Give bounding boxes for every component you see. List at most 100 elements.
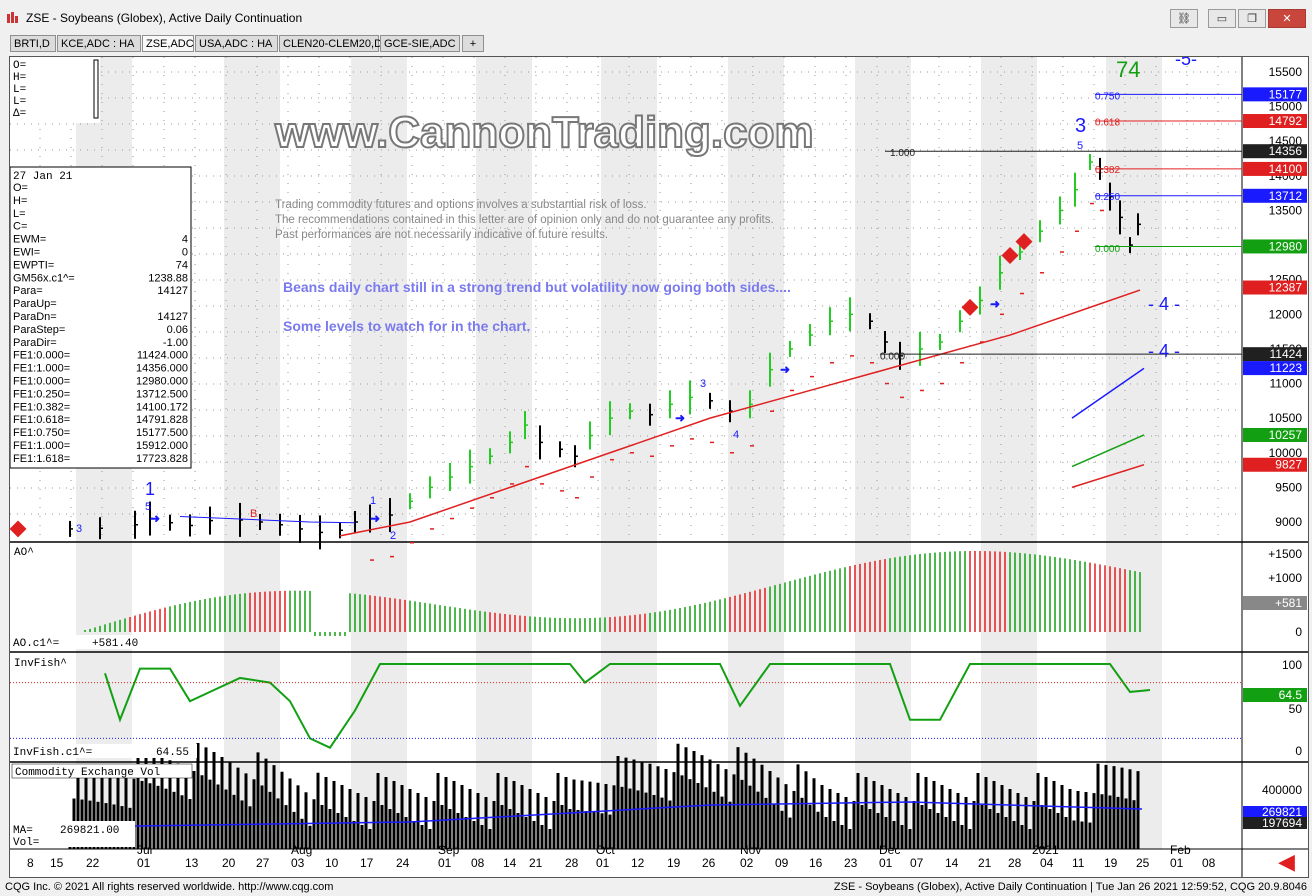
cursor-row-label: EWM= — [13, 234, 46, 246]
date-axis-label: 26 — [702, 856, 716, 870]
ohlc-low-2: L= — [13, 96, 26, 108]
date-axis-label: 11 — [1072, 856, 1085, 870]
wave-label: 1 — [370, 495, 376, 507]
disclaimer-line-1: Trading commodity futures and options in… — [275, 199, 647, 211]
price-badge — [1243, 144, 1307, 159]
window-title: ZSE - Soybeans (Globex), Active Daily Co… — [26, 11, 303, 25]
week-band — [476, 57, 532, 849]
price-badge — [1243, 457, 1307, 472]
close-button[interactable]: ✕ — [1268, 9, 1306, 28]
wave-label: 5 — [145, 501, 151, 513]
cursor-row-label: C= — [13, 221, 27, 233]
price-badge — [1243, 114, 1307, 129]
invfish-axis-label: 50 — [1289, 702, 1303, 716]
tab-gce[interactable]: GCE-SIE,ADC — [380, 35, 460, 52]
price-badge — [1243, 188, 1307, 203]
cursor-row-label: EWPTI= — [13, 259, 54, 271]
ao-axis-label: 0 — [1295, 625, 1302, 639]
price-axis-label: 10000 — [1269, 446, 1303, 460]
ao-badge — [1243, 596, 1307, 610]
window-titlebar: ZSE - Soybeans (Globex), Active Daily Co… — [0, 0, 1312, 34]
cursor-row-value: 14127 — [157, 285, 188, 297]
date-axis-label: 14 — [945, 856, 959, 870]
tab-clen[interactable]: CLEN20-CLEM20,D — [279, 35, 382, 52]
cursor-row-label: FE1:0.618= — [13, 414, 70, 426]
cursor-row-label: FE1:0.000= — [13, 376, 70, 388]
invfish-line — [104, 663, 1151, 749]
ohlc-box: O= H= L= L= Δ= — [10, 57, 100, 123]
price-axis-label: 15000 — [1269, 100, 1303, 114]
invfish-readout-label: InvFish.c1^= — [13, 747, 92, 759]
invfish-badge — [1243, 688, 1307, 702]
cursor-row-label: FE1:1.000= — [13, 363, 70, 375]
date-axis-label: 01 — [1170, 856, 1184, 870]
minimize-button[interactable]: ▭ — [1208, 9, 1236, 28]
link-icon[interactable]: ⛓ — [1170, 9, 1198, 28]
signal-diamond — [1001, 246, 1019, 264]
signal-arrow-icon: ➜ — [780, 363, 790, 377]
date-axis-label: 13 — [185, 856, 199, 870]
scroll-left-arrow-icon[interactable]: ◀ — [1278, 849, 1295, 874]
week-band — [351, 57, 407, 849]
date-axis-label: 09 — [775, 856, 789, 870]
wave-label: B — [250, 508, 257, 520]
signal-arrow-icon: ➜ — [370, 512, 380, 526]
price-badge — [1243, 87, 1307, 102]
wave-label: 5 — [1077, 140, 1083, 152]
price-badge-label: 15177 — [1269, 87, 1303, 101]
date-axis-label: 22 — [86, 856, 100, 870]
date-axis-label: 28 — [565, 856, 579, 870]
wave-label: - 4 - — [1148, 294, 1180, 314]
month-axis-label: Aug — [291, 843, 312, 857]
cursor-row-value: 11424.000 — [137, 350, 188, 362]
fib-label: 1.000 — [890, 148, 915, 159]
invfish-readout-value: 64.55 — [156, 747, 189, 759]
date-axis-label: 25 — [1136, 856, 1150, 870]
ao-axis-label: +1500 — [1268, 547, 1302, 561]
maximize-button[interactable]: ❐ — [1238, 9, 1266, 28]
ao-axis-label: +1000 — [1268, 571, 1302, 585]
month-axis-label: Nov — [740, 843, 761, 857]
volume-ma-label: MA= — [13, 825, 33, 837]
date-axis-label: 20 — [222, 856, 236, 870]
cursor-row-label: FE1:0.750= — [13, 427, 70, 439]
cursor-row-label: FE1:1.000= — [13, 440, 70, 452]
tab-brti[interactable]: BRTI,D — [10, 35, 56, 52]
wave-label: 2 — [390, 530, 396, 542]
invfish-title: InvFish^ — [14, 658, 67, 670]
commentary-line-2: Some levels to watch for in the chart. — [283, 318, 530, 334]
cursor-row-label: FE1:1.618= — [13, 453, 70, 465]
price-badge-label: 13712 — [1269, 189, 1303, 203]
cursor-row-value: 1238.88 — [148, 272, 188, 284]
cursor-row-value: 0.06 — [167, 324, 188, 336]
chart-window[interactable]: 0.750 0.618 1.000 0.382 0.250 0.000 0.000 ➜ ➜ ➜ ➜ ➜… — [9, 49, 1309, 878]
fib-label: 0.382 — [1095, 165, 1120, 176]
month-axis-label: Oct — [596, 843, 615, 857]
fib-label: 0.618 — [1095, 117, 1120, 128]
price-badge-label: 12387 — [1269, 281, 1303, 295]
invfish-axis-label: 0 — [1295, 744, 1302, 758]
date-axis-label: 15 — [50, 856, 64, 870]
chart-canvas[interactable]: 0.750 0.618 1.000 0.382 0.250 0.000 0.000 ➜ ➜ ➜ ➜ ➜… — [9, 49, 1308, 877]
week-band — [1106, 57, 1162, 849]
tab-kce[interactable]: KCE,ADC : HA — [57, 35, 141, 52]
cursor-row-label: O= — [13, 182, 28, 194]
date-axis-label: 21 — [529, 856, 543, 870]
tab-zse[interactable]: ZSE,ADC — [142, 35, 194, 52]
date-axis: 8 15 22 01 13 20 27 03 10 17 24 01 08 14 21 28 01 12 19 26 0… — [27, 843, 1216, 870]
price-axis-label: 15500 — [1269, 65, 1303, 79]
signal-arrow-icon: ➜ — [150, 512, 160, 526]
signal-diamond — [9, 520, 27, 538]
date-axis-label: 19 — [667, 856, 681, 870]
price-badge-label: 11223 — [1270, 361, 1303, 375]
price-badge-label: 9827 — [1275, 458, 1302, 472]
price-badge — [1243, 239, 1307, 254]
add-tab-button[interactable]: + — [462, 35, 484, 52]
tab-usa[interactable]: USA,ADC : HA — [195, 35, 278, 52]
month-axis-label: 2021 — [1032, 843, 1059, 857]
projection-line — [1071, 464, 1145, 489]
cursor-row-value: 15912.000 — [136, 440, 188, 452]
cursor-row-value: 14356.000 — [136, 363, 188, 375]
price-axis-label: 9500 — [1275, 480, 1302, 494]
app-icon — [7, 12, 18, 23]
